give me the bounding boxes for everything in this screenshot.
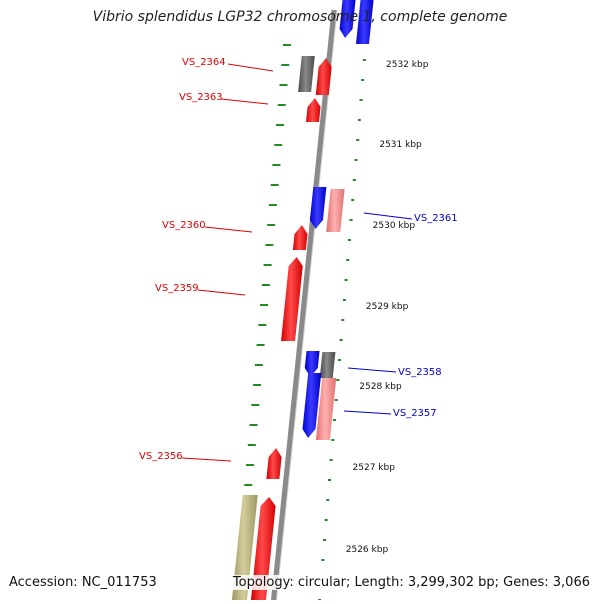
scale-label: 2532 kbp [386,60,429,70]
gene-label-VS_2360: VS_2360 [162,220,206,231]
forward-gene-VS_2359 [281,257,303,341]
map-title: Vibrio splendidus LGP32 chromosome 1, co… [92,9,508,25]
reverse-gene-block [356,0,374,44]
forward-gene-VS_2363 [306,98,321,122]
gray-feature [319,352,336,378]
gene-label-VS_2358: VS_2358 [398,367,442,378]
gene-label-leader [220,98,269,105]
gene-label-VS_2364: VS_2364 [182,57,226,68]
gene-label-leader [347,367,397,373]
forward-gene [250,497,276,600]
scale-label: 2529 kbp [366,302,409,312]
olive-feature [231,495,258,600]
gene-label-leader [363,212,413,220]
light-forward-gene [326,189,345,232]
gene-label-VS_2363: VS_2363 [179,92,223,103]
forward-gene-VS_2356 [266,448,282,479]
gene-label-leader [197,289,246,296]
scale-label: 2526 kbp [346,545,389,555]
reverse-gene-VS_2361 [309,187,327,229]
backbone-line [270,9,337,601]
scale-label: 2528 kbp [359,382,402,392]
gene-label-leader [204,226,253,233]
forward-gene-VS_2364 [315,58,332,95]
scale-label: 2527 kbp [353,463,396,473]
accession-text: Accession: NC_011753 [9,575,157,590]
gene-label-VS_2356: VS_2356 [139,451,183,462]
reverse-gene-block [339,0,356,38]
scale-label: 2531 kbp [379,140,422,150]
genome-summary: Topology: circular; Length: 3,299,302 bp… [232,575,590,590]
forward-gene-VS_2360 [292,225,308,250]
gene-label-leader [227,63,274,72]
gray-feature [298,56,315,92]
reverse-gene-VS_2357 [302,373,322,438]
light-forward-gene [315,378,337,440]
gene-label-leader [181,457,232,462]
reverse-gene-VS_2358 [304,351,320,377]
gene-label-VS_2361: VS_2361 [414,213,458,224]
gene-label-VS_2359: VS_2359 [155,283,199,294]
gene-label-VS_2357: VS_2357 [393,408,437,419]
scale-label: 2530 kbp [373,221,416,231]
gene-label-leader [343,410,392,415]
